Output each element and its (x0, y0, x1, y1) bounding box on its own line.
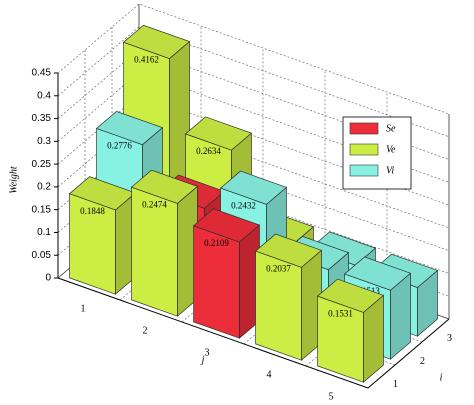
bar-top (254, 233, 323, 268)
value-label: 0.2474 (142, 199, 167, 209)
bar: 0.2037 (254, 233, 323, 361)
bar: 0.2474 (130, 169, 199, 317)
x-tick-label: 1 (81, 303, 86, 314)
bar-top (95, 110, 164, 146)
x-axis-label: j (200, 354, 205, 365)
x-axis (57, 277, 369, 389)
depth-tick-label: 1 (393, 379, 398, 390)
z-tick-label: 0 (45, 273, 51, 284)
value-label: 0.1848 (80, 206, 105, 216)
bar-top (343, 256, 412, 291)
x-tick-label: 5 (329, 391, 334, 402)
value-label: 0.4162 (134, 54, 159, 64)
value-label: 0.2037 (266, 263, 291, 273)
legend: Se Ve Vi (342, 116, 412, 190)
z-tick-label: 0.15 (32, 204, 52, 215)
legend-swatch (349, 164, 379, 177)
x-tick-label: 3 (205, 347, 210, 358)
legend-label: Ve (386, 144, 396, 155)
z-tick-label: 0.05 (32, 250, 52, 261)
depth-axis (367, 318, 450, 389)
legend-swatch (349, 122, 379, 135)
value-label: 0.2634 (196, 146, 221, 156)
bar-top (122, 24, 191, 59)
z-tick-label: 0.45 (32, 68, 52, 79)
bar-top (316, 278, 385, 313)
legend-label: Vi (386, 165, 394, 176)
z-tick-label: 0.25 (32, 159, 52, 170)
legend-swatch (349, 143, 379, 156)
z-tick-label: 0.3 (37, 136, 51, 147)
bar-top (219, 170, 288, 205)
z-tick-label: 0.2 (37, 182, 51, 193)
bar: 0.1531 (316, 278, 385, 383)
grid-line (57, 163, 450, 274)
value-label: 0.2109 (204, 238, 229, 248)
value-label: 0.2776 (107, 141, 132, 151)
x-tick-label: 4 (267, 369, 272, 380)
z-tick-label: 0.4 (37, 90, 51, 101)
depth-tick-label: 3 (447, 333, 452, 344)
bar-top (184, 116, 253, 151)
value-label: 0.1531 (328, 308, 353, 318)
z-tick-label: 0.35 (32, 113, 52, 124)
depth-tick-label: 2 (420, 356, 425, 367)
z-tick-label: 0.1 (37, 227, 51, 238)
grid-line (57, 117, 450, 229)
depth-axis-label: i (440, 372, 443, 383)
grid-line (57, 3, 450, 115)
bar: 0.1848 (68, 176, 137, 295)
x-tick-label: 2 (143, 325, 148, 336)
grid-line (57, 140, 450, 251)
grid-line (57, 26, 450, 138)
bar-top (192, 208, 261, 243)
bar: 0.2109 (192, 208, 261, 339)
z-axis-label: Weight (8, 166, 19, 194)
bar-top (130, 169, 199, 204)
legend-label: Se (386, 123, 396, 134)
value-label: 0.2432 (231, 200, 256, 210)
